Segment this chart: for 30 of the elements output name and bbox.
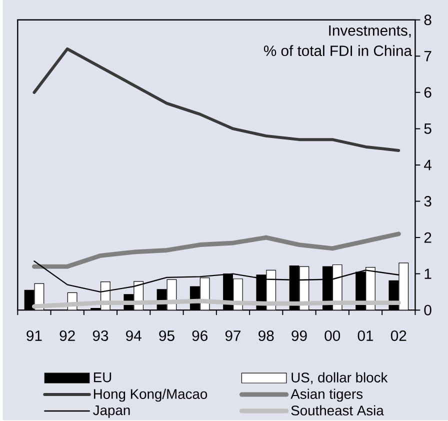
legend-label: US, dollar block xyxy=(292,372,388,384)
x-tick-label: 01 xyxy=(358,330,374,342)
y-tick-label: 4 xyxy=(424,160,432,170)
x-tick-label: 94 xyxy=(126,330,142,342)
annotation: % of total FDI in China xyxy=(264,45,412,56)
legend-label: Southeast Asia xyxy=(291,405,384,416)
line-series xyxy=(32,232,401,269)
y-tick-label: 2 xyxy=(424,232,432,243)
x-tick-label: 97 xyxy=(225,330,241,342)
x-tick-label: 91 xyxy=(26,330,42,342)
y-tick-label: 6 xyxy=(424,87,432,98)
x-tick-label: 95 xyxy=(159,330,174,342)
x-tick-label: 00 xyxy=(324,330,340,342)
legend-label: Hong Kong/Macao xyxy=(94,388,208,402)
x-tick-label: 02 xyxy=(390,330,406,342)
y-tick-label: 3 xyxy=(424,196,432,207)
x-tick-label: 96 xyxy=(192,330,208,342)
y-tick-label: 7 xyxy=(424,51,432,62)
y-tick-label: 5 xyxy=(424,124,432,134)
legend-label: EU xyxy=(94,372,112,382)
legend-label: Asian tigers xyxy=(290,388,363,402)
x-tick-label: 92 xyxy=(60,330,75,342)
x-tick-label: 99 xyxy=(292,330,307,342)
x-tick-label: 98 xyxy=(258,330,274,342)
y-tick-label: 1 xyxy=(424,268,432,280)
y-tick-label: 0 xyxy=(424,304,432,316)
legend-label: Japan xyxy=(93,406,130,418)
x-tick-label: 93 xyxy=(92,330,108,342)
y-tick-label: 8 xyxy=(424,14,432,26)
annotation: Investments, xyxy=(329,26,411,38)
